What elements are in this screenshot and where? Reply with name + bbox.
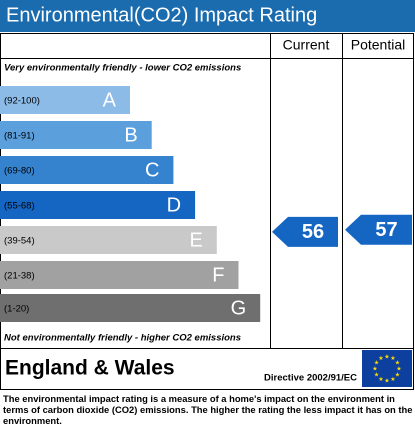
band-bar (0, 86, 130, 114)
band-bar (0, 294, 261, 322)
eu-star: ★ (390, 355, 395, 362)
band-range: (69-80) (4, 166, 35, 177)
band-range: (1-20) (4, 304, 29, 315)
rating-arrow (272, 216, 338, 247)
eu-star: ★ (374, 360, 379, 367)
band-range: (92-100) (4, 96, 40, 107)
chart-title: Environmental(CO2) Impact Rating (6, 4, 317, 26)
eu-stars: ★ ★★★★★★★★★★★ (372, 354, 401, 385)
band-range: (39-54) (4, 236, 35, 247)
eu-star: ★ (372, 366, 377, 373)
footnote-box: The environmental impact rating is a mea… (3, 393, 413, 426)
band-range: (81-91) (4, 131, 35, 142)
footnote: The environmental impact rating is a mea… (3, 393, 413, 426)
band-letter: A (103, 89, 117, 111)
eu-star: ★ (396, 366, 401, 373)
band-letter: E (189, 229, 202, 251)
band-bar (0, 226, 217, 254)
eu-star: ★ (384, 354, 389, 361)
band-range: (55-68) (4, 201, 35, 212)
eu-star: ★ (395, 372, 400, 379)
eu-star: ★ (374, 372, 379, 379)
eu-star: ★ (378, 376, 383, 383)
directive: Directive 2002/91/EC (264, 373, 357, 384)
rating-value: 57 (375, 219, 397, 241)
band-letter: D (167, 194, 181, 216)
band-letter: B (124, 124, 137, 146)
bottom-label: Not environmentally friendly - higher CO… (4, 333, 241, 344)
region: England & Wales (5, 357, 175, 380)
title-bar (0, 0, 415, 32)
eu-star: ★ (390, 376, 395, 383)
band-bar (0, 156, 174, 184)
band-letter: C (145, 159, 159, 181)
top-label: Very environmentally friendly - lower CO… (4, 63, 241, 74)
rating-arrow (345, 214, 412, 245)
rating-value: 56 (302, 221, 324, 243)
band-bar (0, 191, 196, 219)
band-letter: G (231, 297, 247, 319)
eu-star: ★ (395, 360, 400, 367)
band-bar (0, 121, 152, 149)
band-range: (21-38) (4, 271, 35, 282)
eu-flag (362, 350, 412, 387)
column-header: Potential (351, 37, 405, 53)
column-header: Current (283, 37, 330, 53)
band-bar (0, 261, 239, 289)
eu-star: ★ (384, 378, 389, 385)
eu-star: ★ (378, 355, 383, 362)
band-letter: F (212, 264, 224, 286)
